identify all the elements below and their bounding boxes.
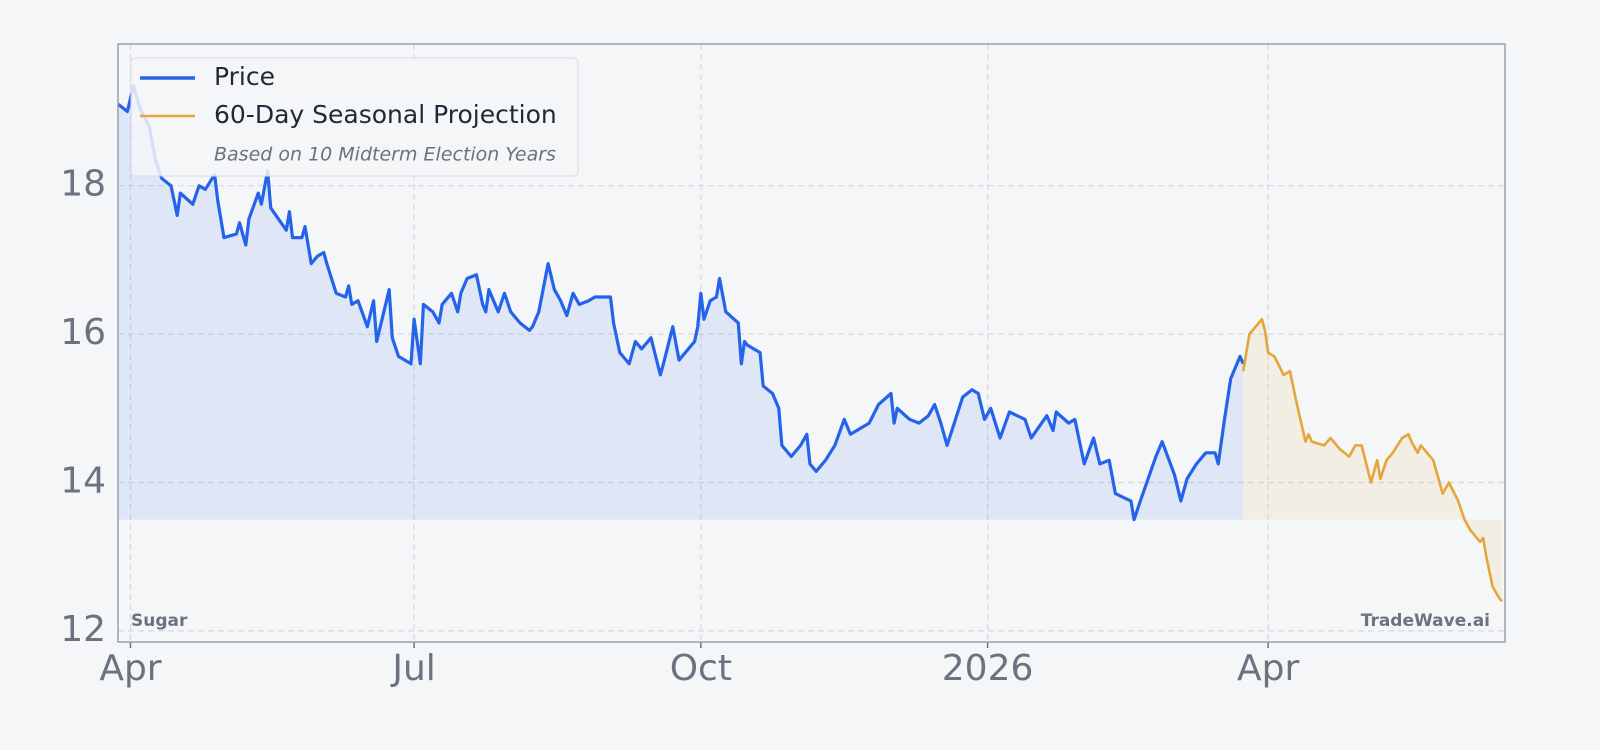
- x-tick-label: Apr: [1237, 648, 1299, 689]
- y-tick-label: 18: [60, 164, 106, 205]
- legend-box: [130, 57, 579, 177]
- asset-label: Sugar: [131, 611, 188, 631]
- x-tick-label: Oct: [670, 648, 732, 689]
- legend-label: 60-Day Seasonal Projection: [214, 100, 557, 129]
- line: [117, 83, 1245, 522]
- legend-label: Price: [214, 62, 275, 91]
- y-tick-label: 14: [60, 460, 106, 501]
- x-tick-label: 2026: [942, 648, 1034, 689]
- x-tick-label: Apr: [99, 648, 161, 689]
- area: [118, 85, 1244, 520]
- area: [1243, 319, 1502, 602]
- watermark: TradeWave.ai: [1361, 611, 1490, 631]
- line: [1241, 317, 1503, 603]
- y-tick-label: 16: [60, 312, 106, 353]
- legend-note: Based on 10 Midterm Election Years: [214, 144, 556, 166]
- legend: Price 60-Day Seasonal Projection Based on …: [130, 57, 579, 177]
- plot-frame: [117, 43, 1506, 643]
- x-tick-label: Jul: [390, 648, 435, 689]
- y-tick-label: 12: [60, 609, 106, 650]
